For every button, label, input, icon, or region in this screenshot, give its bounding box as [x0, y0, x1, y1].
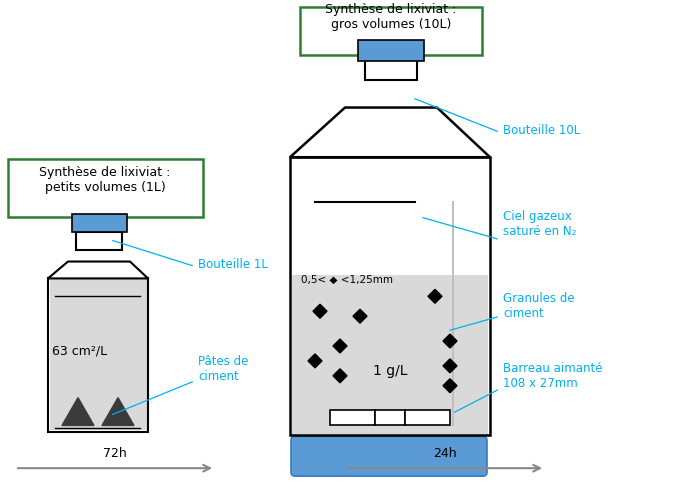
- Text: Bouteille 10L: Bouteille 10L: [503, 124, 580, 137]
- FancyBboxPatch shape: [405, 410, 450, 426]
- FancyBboxPatch shape: [76, 232, 122, 249]
- Polygon shape: [290, 108, 490, 157]
- Polygon shape: [353, 309, 367, 323]
- Text: Synthèse de lixiviat :
petits volumes (1L): Synthèse de lixiviat : petits volumes (1…: [39, 166, 171, 194]
- Text: 1 g/L: 1 g/L: [373, 364, 407, 378]
- Text: 0,5< ◆ <1,25mm: 0,5< ◆ <1,25mm: [301, 274, 393, 284]
- Polygon shape: [428, 289, 442, 303]
- FancyBboxPatch shape: [375, 410, 405, 426]
- FancyBboxPatch shape: [8, 159, 203, 217]
- FancyBboxPatch shape: [300, 7, 482, 55]
- Text: Synthèse de lixiviat :
gros volumes (10L): Synthèse de lixiviat : gros volumes (10L…: [325, 3, 457, 31]
- Polygon shape: [62, 398, 94, 426]
- Text: Bouteille 1L: Bouteille 1L: [198, 258, 268, 271]
- Text: Granules de
ciment: Granules de ciment: [503, 292, 574, 320]
- FancyBboxPatch shape: [72, 214, 127, 232]
- Polygon shape: [443, 359, 457, 373]
- FancyBboxPatch shape: [365, 51, 417, 80]
- FancyBboxPatch shape: [358, 40, 424, 61]
- Text: Ciel gazeux
saturé en N₂: Ciel gazeux saturé en N₂: [503, 210, 576, 238]
- FancyBboxPatch shape: [291, 436, 487, 476]
- FancyBboxPatch shape: [50, 278, 148, 431]
- Polygon shape: [308, 354, 322, 368]
- Polygon shape: [443, 379, 457, 393]
- FancyBboxPatch shape: [330, 410, 375, 426]
- Polygon shape: [313, 304, 327, 318]
- Text: 24h: 24h: [433, 447, 457, 460]
- Polygon shape: [443, 334, 457, 348]
- Text: 63 cm²/L: 63 cm²/L: [53, 344, 107, 358]
- Polygon shape: [333, 369, 347, 383]
- Polygon shape: [333, 339, 347, 353]
- Polygon shape: [48, 261, 148, 278]
- Text: 72h: 72h: [103, 447, 127, 460]
- Text: Barreau aimanté
108 x 27mm: Barreau aimanté 108 x 27mm: [503, 362, 603, 390]
- FancyBboxPatch shape: [292, 275, 488, 435]
- Polygon shape: [102, 398, 134, 426]
- Text: Pâtes de
ciment: Pâtes de ciment: [198, 355, 248, 383]
